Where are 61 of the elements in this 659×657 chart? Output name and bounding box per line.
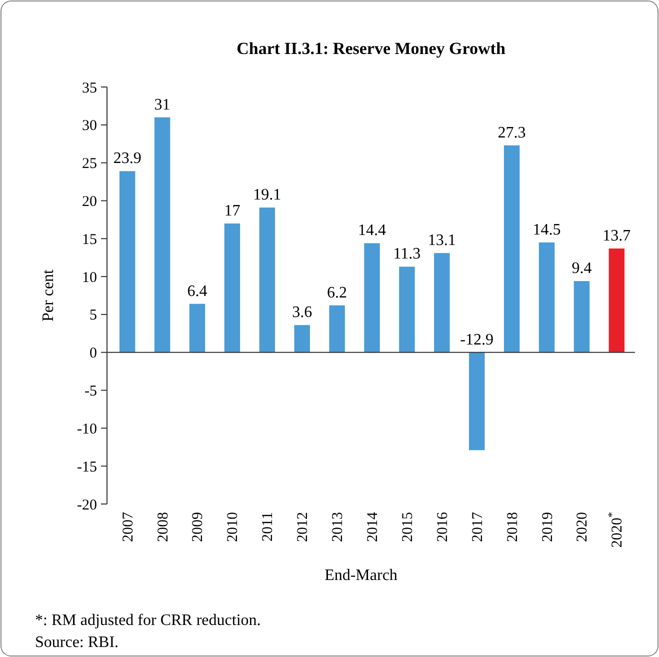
data-label: 6.4: [187, 282, 208, 300]
bar: [259, 208, 276, 352]
data-label: 11.3: [393, 246, 421, 263]
x-tick-label: 2020: [574, 512, 591, 542]
bar: [224, 223, 240, 352]
data-label: 9.4: [572, 260, 592, 278]
x-tick-label: 2007: [120, 512, 136, 542]
y-tick-label: -20: [77, 497, 97, 514]
y-tick-label: 15: [82, 232, 97, 248]
y-tick-label: 25: [82, 156, 97, 172]
y-tick-label: 20: [82, 194, 97, 210]
y-tick-label: 0: [90, 346, 97, 362]
data-label: 17: [224, 202, 240, 220]
y-tick-label: 30: [82, 118, 97, 134]
data-label: -12.9: [460, 331, 494, 348]
bar: [329, 305, 345, 352]
text: *: RM adjusted for CRR reduction.: [35, 612, 261, 629]
data-label: 31: [154, 96, 170, 114]
bar: [538, 242, 555, 352]
x-tick-label: 2013: [330, 512, 346, 542]
bar: [608, 248, 625, 352]
x-tick-label: 2014: [365, 512, 381, 542]
bar: [294, 325, 310, 352]
data-label: 23.9: [113, 150, 142, 168]
data-label: 13.7: [602, 227, 631, 244]
bar: [119, 171, 136, 352]
x-tick-label: 2009: [190, 512, 206, 542]
x-tick-label: 2008: [155, 512, 172, 542]
bar: [189, 304, 206, 352]
bar: [434, 253, 450, 352]
source-note: Source: RBI.: [35, 634, 119, 651]
x-axis-title: End-March: [324, 567, 398, 584]
data-label: 3.6: [292, 304, 312, 322]
x-tick-label: 2012: [295, 512, 312, 542]
data-label: 19.1: [253, 186, 282, 204]
x-tick-label: 2017: [470, 512, 486, 542]
chart-title: Chart II.3.1: Reserve Money Growth: [236, 39, 506, 58]
bar: [364, 243, 380, 352]
x-tick-label: 2015: [400, 512, 416, 542]
data-label: 14.4: [358, 222, 386, 240]
data-label: 13.1: [428, 232, 456, 250]
data-label: 6.2: [327, 284, 348, 302]
y-tick-label: 5: [90, 308, 97, 324]
y-tick-label: 10: [82, 270, 97, 286]
bar: [504, 145, 520, 352]
bar: [399, 266, 415, 352]
x-tick-label: 2018: [504, 512, 521, 542]
bar: [154, 117, 170, 352]
data-label: 14.5: [532, 221, 561, 238]
x-tick-label: 2010: [225, 512, 242, 542]
x-tick-label: 2011: [260, 512, 276, 542]
data-label: 27.3: [498, 124, 526, 142]
bar: [574, 281, 590, 352]
x-tick-label: 2019: [540, 512, 556, 542]
y-tick-label: -10: [77, 421, 97, 438]
bar: [468, 352, 485, 450]
x-tick-label: 2016: [434, 512, 451, 542]
y-tick-label: -5: [84, 384, 97, 400]
y-tick-label: -15: [77, 459, 97, 476]
y-tick-label: 35: [82, 80, 97, 96]
y-axis-title: Per cent: [40, 268, 57, 322]
